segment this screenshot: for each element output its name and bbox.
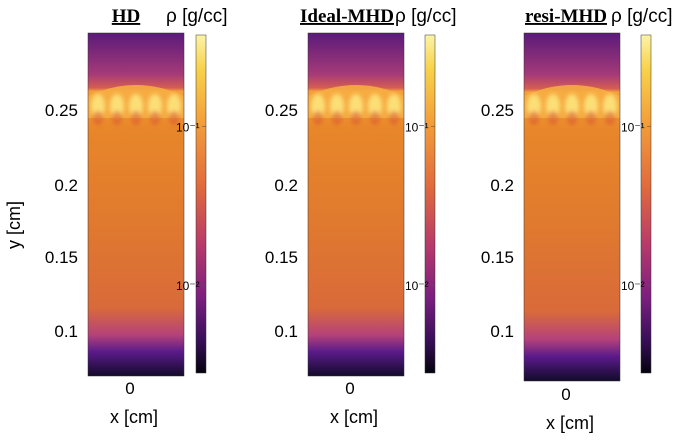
panel-title: HD [112, 6, 141, 27]
x-axis-label: x [cm] [546, 413, 594, 433]
colorbar [640, 34, 652, 374]
y-axis-label: y [cm] [4, 201, 24, 249]
colorbar [424, 34, 436, 374]
y-tick-label: 0.2 [274, 176, 298, 195]
y-tick-label: 0.25 [265, 101, 298, 120]
colorbar-tick-label: 10⁻² [621, 279, 645, 293]
colorbar-tick-label: 10⁻¹ [405, 120, 429, 134]
colorbar-label: ρ [g/cc] [395, 6, 457, 27]
x-tick-label: 0 [125, 379, 134, 398]
y-tick-label: 0.15 [45, 248, 78, 267]
panel-1: HD 0.25 0.2 0.15 0.1 0 x [cm] ρ [g/cc] 10⁻¹ 10⁻² [45, 6, 228, 427]
y-tick-label: 0.25 [481, 101, 514, 120]
colorbar-tick-label: 10⁻² [405, 279, 429, 293]
y-tick-label: 0.1 [490, 322, 514, 341]
y-tick-label: 0.1 [274, 322, 298, 341]
colorbar-label: ρ [g/cc] [611, 6, 673, 27]
y-tick-label: 0.25 [45, 101, 78, 120]
instability-fingers [527, 94, 617, 125]
y-tick-label: 0.1 [54, 322, 78, 341]
colorbar-tick-label: 10⁻² [176, 279, 200, 293]
heatmap-frame [523, 32, 621, 382]
colorbar-tick-label: 10⁻¹ [176, 120, 200, 134]
heatmap-frame [87, 32, 185, 377]
y-tick-label: 0.2 [490, 176, 514, 195]
heatmap-frame [307, 32, 405, 377]
colorbar-tick-label: 10⁻¹ [621, 120, 645, 134]
panel-title: resi-MHD [525, 6, 607, 27]
x-axis-label: x [cm] [110, 407, 158, 427]
x-axis-label: x [cm] [330, 407, 378, 427]
instability-fingers [91, 94, 181, 125]
colorbar [195, 34, 207, 374]
instability-fingers [311, 94, 401, 125]
panel-title: Ideal-MHD [300, 6, 394, 27]
y-tick-label: 0.15 [265, 248, 298, 267]
panel-2: Ideal-MHD 0.25 0.2 0.15 0.1 0 x [cm] ρ [g/cc] 10… [265, 6, 457, 427]
x-tick-label: 0 [345, 379, 354, 398]
y-tick-label: 0.2 [54, 176, 78, 195]
x-tick-label: 0 [561, 385, 570, 404]
heatmap-body [308, 33, 404, 376]
panel-3: resi-MHD 0.25 0.2 0.15 0.1 0 x [cm] ρ [g/cc] 10⁻… [481, 6, 673, 433]
heatmap-body [88, 33, 184, 376]
y-tick-label: 0.15 [481, 248, 514, 267]
colorbar-label: ρ [g/cc] [166, 6, 228, 27]
